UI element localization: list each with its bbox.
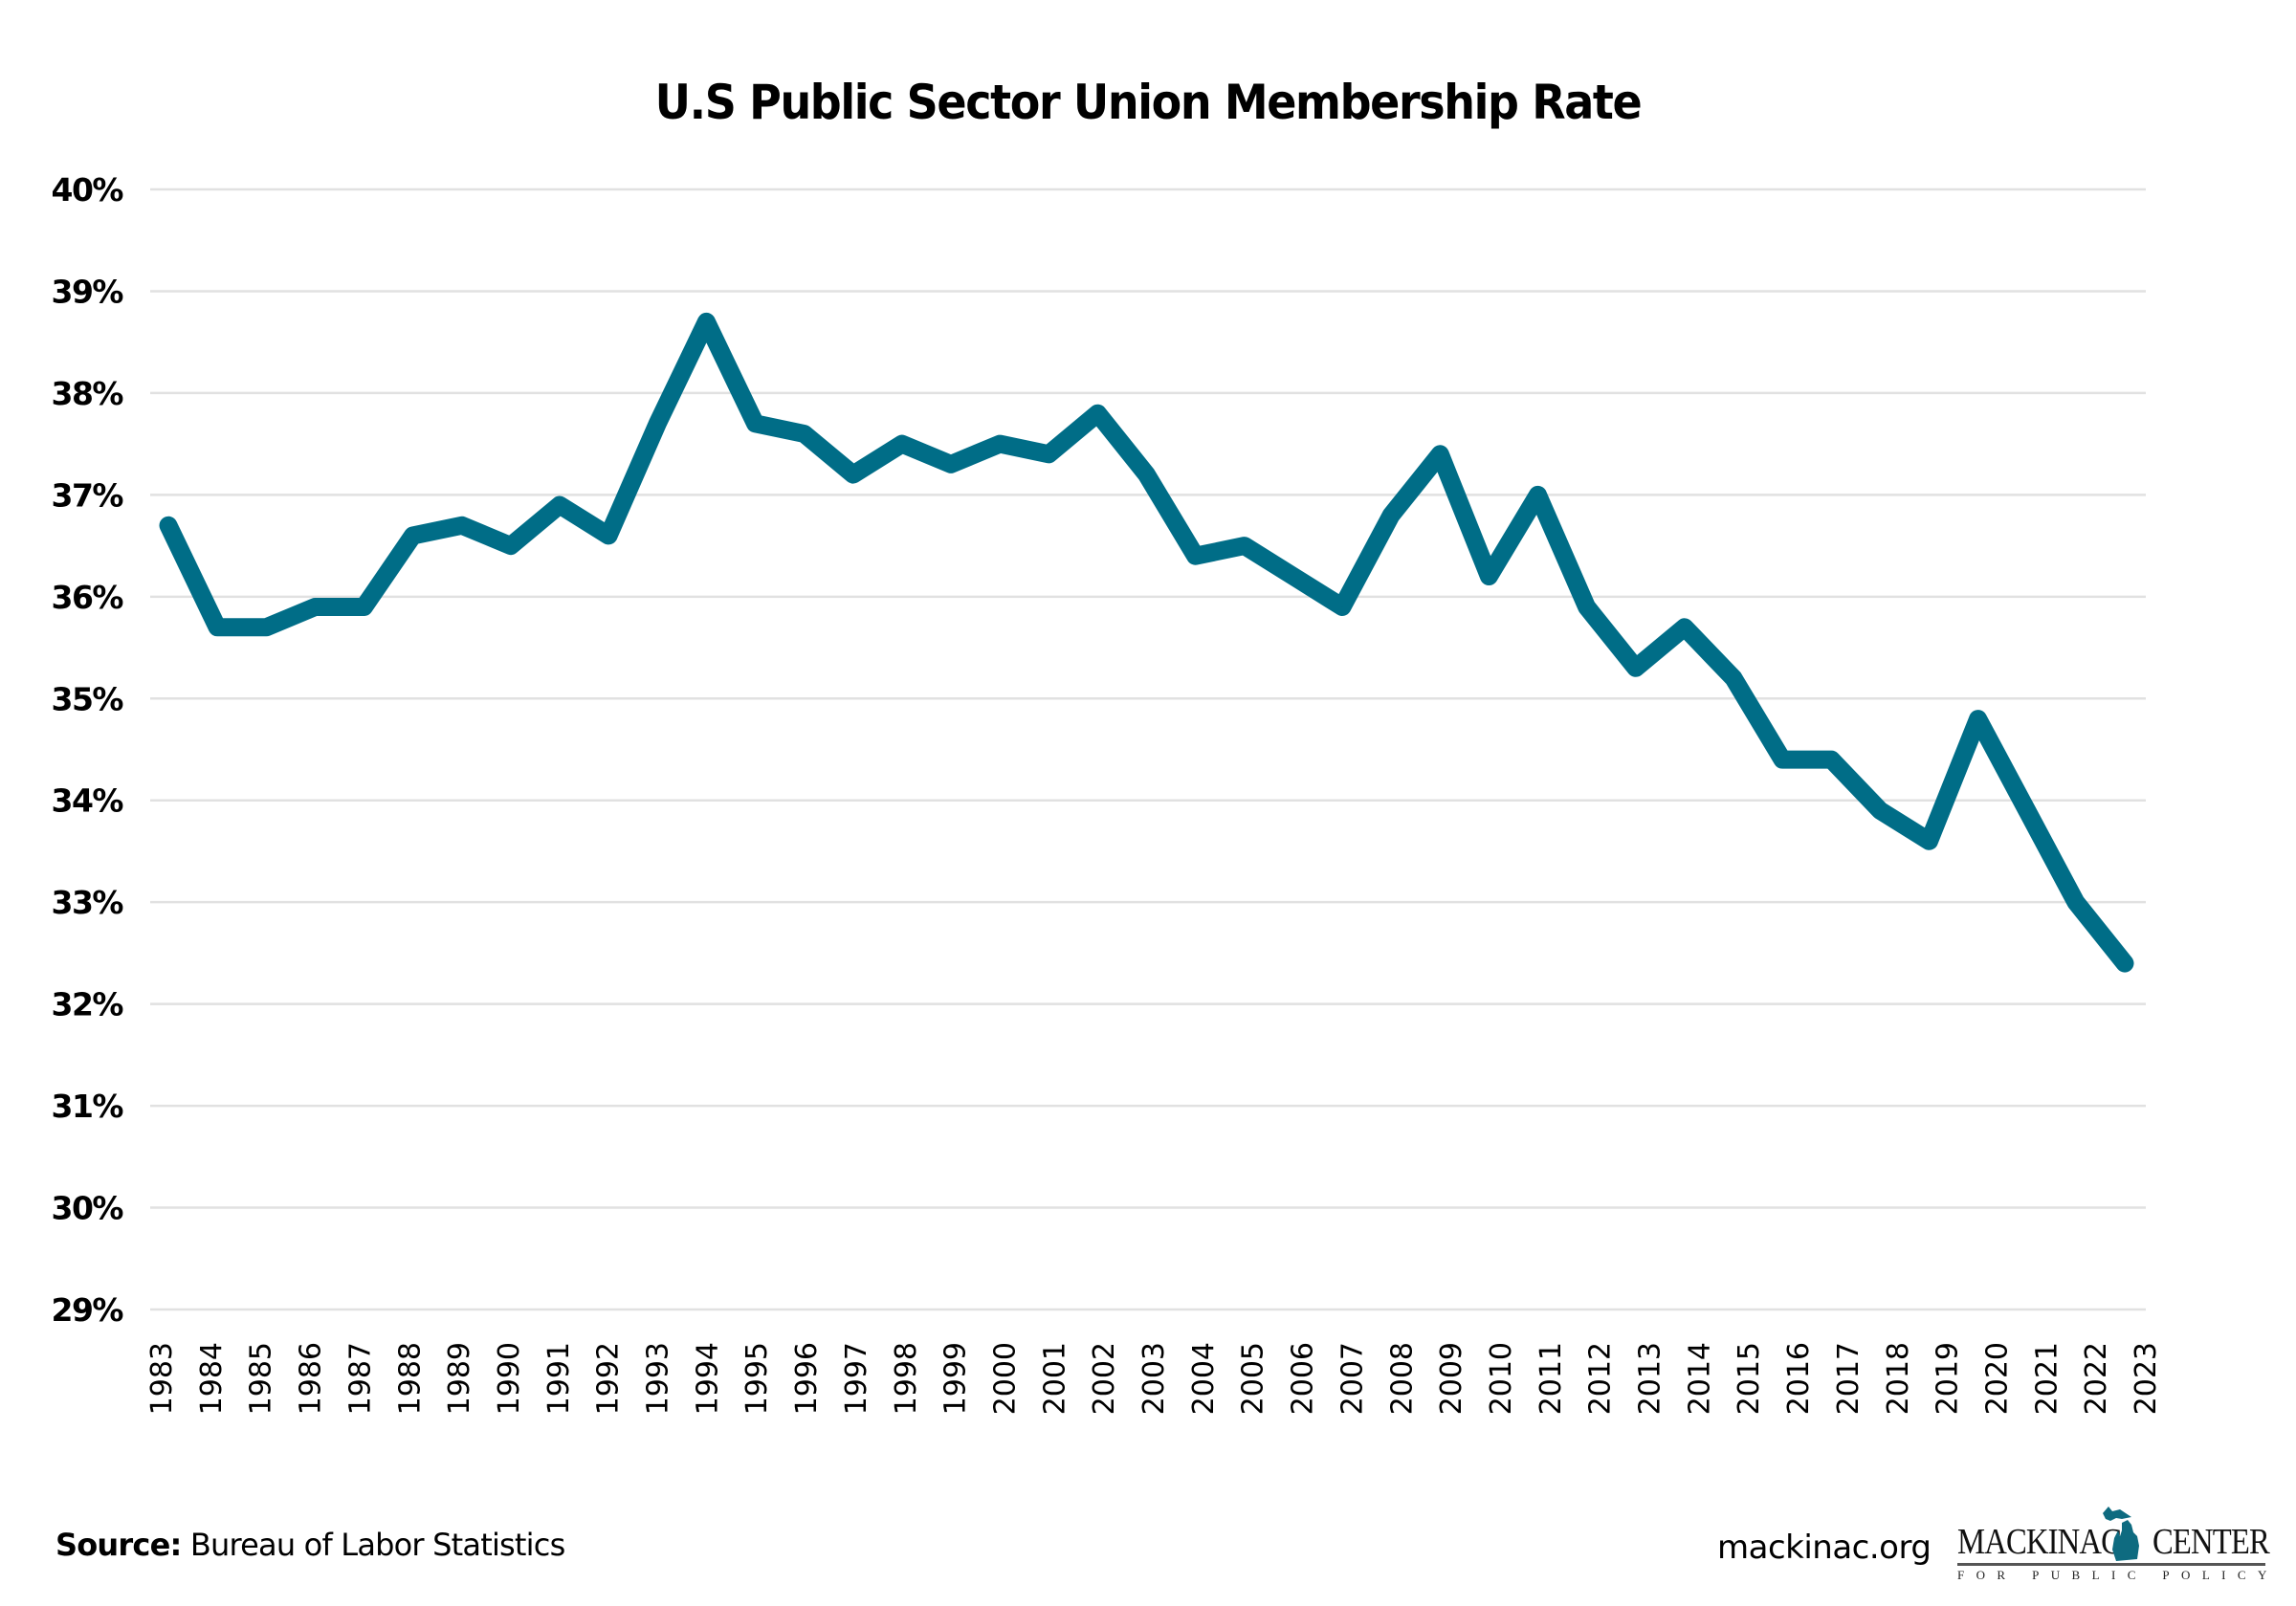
y-tick-label: 36% <box>52 579 124 616</box>
y-tick-label: 33% <box>52 884 124 921</box>
x-tick-label: 2016 <box>1782 1342 1816 1415</box>
x-tick-label: 1983 <box>145 1342 179 1415</box>
y-tick-label: 32% <box>52 986 124 1023</box>
y-tick-label: 38% <box>52 375 124 412</box>
x-tick-label: 2010 <box>1485 1342 1518 1415</box>
source-label: Source: <box>55 1527 182 1563</box>
x-tick-label: 2000 <box>988 1342 1022 1415</box>
x-tick-label: 1996 <box>790 1342 824 1415</box>
x-tick-label: 2017 <box>1832 1342 1866 1415</box>
x-tick-label: 2023 <box>2130 1342 2163 1415</box>
x-axis-ticks: 1983 1984 1985 1986 1987 1988 1989 1990 1991 1992… <box>145 1342 2163 1415</box>
website-link[interactable]: mackinac.org <box>1717 1529 1932 1567</box>
y-axis-ticks: 40% 39% 38% 37% 36% 35% 34% 33% 32% 31% 30% 29% <box>52 171 125 1329</box>
x-tick-label: 1991 <box>542 1342 576 1415</box>
x-tick-label: 2001 <box>1038 1342 1071 1415</box>
mackinac-center-logo: MACKINAC CENTER FOR PUBLIC POLICY <box>1952 1504 2279 1582</box>
x-tick-label: 1988 <box>393 1342 427 1415</box>
source-note: Source: Bureau of Labor Statistics <box>55 1527 565 1563</box>
x-tick-label: 1987 <box>343 1342 377 1415</box>
series-layer <box>159 312 2134 973</box>
x-tick-label: 1990 <box>493 1342 526 1415</box>
logo-tagline: FOR PUBLIC POLICY <box>1957 1568 2279 1582</box>
logo-word-mackinac: MACKINAC <box>1957 1522 2122 1562</box>
x-tick-label: 2002 <box>1088 1342 1121 1415</box>
x-tick-label: 2003 <box>1137 1342 1171 1415</box>
chart-title: U.S Public Sector Union Membership Rate <box>654 75 1643 130</box>
y-tick-label: 31% <box>52 1088 124 1125</box>
logo-rule <box>1957 1563 2265 1566</box>
y-tick-label: 39% <box>52 273 124 310</box>
x-tick-label: 2012 <box>1584 1342 1618 1415</box>
gridlines <box>150 187 2146 1311</box>
x-tick-label: 1999 <box>939 1342 973 1415</box>
x-tick-label: 1998 <box>890 1342 923 1415</box>
x-tick-label: 2004 <box>1187 1342 1221 1415</box>
x-tick-label: 1984 <box>195 1342 229 1415</box>
x-tick-label: 1993 <box>642 1342 675 1415</box>
x-tick-label: 2008 <box>1385 1342 1419 1415</box>
y-tick-label: 40% <box>52 171 124 209</box>
x-tick-label: 1997 <box>840 1342 873 1415</box>
y-tick-label: 35% <box>52 680 124 717</box>
series-line <box>159 312 2134 973</box>
x-tick-label: 2018 <box>1882 1342 1915 1415</box>
x-tick-label: 1995 <box>740 1342 774 1415</box>
x-tick-label: 2021 <box>2030 1342 2064 1415</box>
x-tick-label: 2009 <box>1435 1342 1468 1415</box>
x-tick-label: 2022 <box>2080 1342 2113 1415</box>
x-tick-label: 1989 <box>443 1342 476 1415</box>
y-tick-label: 37% <box>52 476 124 514</box>
source-text: Bureau of Labor Statistics <box>189 1527 565 1563</box>
logo-word-center: CENTER <box>2152 1522 2270 1562</box>
x-tick-label: 1992 <box>592 1342 626 1415</box>
x-tick-label: 2020 <box>1980 1342 2014 1415</box>
x-tick-label: 1986 <box>295 1342 328 1415</box>
y-tick-label: 29% <box>52 1291 124 1329</box>
y-tick-label: 34% <box>52 782 124 820</box>
x-tick-label: 2007 <box>1336 1342 1369 1415</box>
x-tick-label: 1985 <box>245 1342 278 1415</box>
x-tick-label: 2006 <box>1287 1342 1320 1415</box>
x-tick-label: 2011 <box>1534 1342 1568 1415</box>
x-tick-label: 2019 <box>1932 1342 1965 1415</box>
x-tick-label: 2015 <box>1733 1342 1766 1415</box>
x-tick-label: 2014 <box>1683 1342 1716 1415</box>
x-tick-label: 2005 <box>1237 1342 1270 1415</box>
michigan-map-icon <box>2103 1507 2139 1561</box>
y-tick-label: 30% <box>52 1190 124 1227</box>
x-tick-label: 1994 <box>691 1342 724 1415</box>
x-tick-label: 2013 <box>1634 1342 1667 1415</box>
